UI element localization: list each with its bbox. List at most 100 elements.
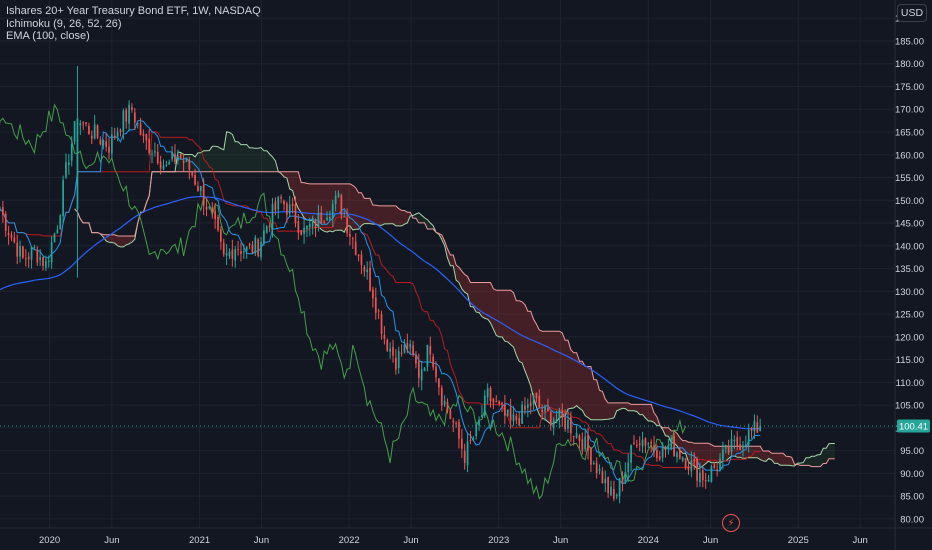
- candle-body: [739, 444, 741, 450]
- conversion-line: [0, 120, 761, 485]
- cloud-segment: [665, 427, 669, 437]
- cloud-segment: [699, 443, 703, 469]
- x-tick-label: Jun: [254, 535, 269, 546]
- candle-body: [225, 253, 228, 256]
- cloud-segment: [513, 292, 517, 355]
- cloud-segment: [823, 448, 827, 464]
- candle-body: [260, 241, 262, 258]
- cloud-segment: [306, 183, 310, 221]
- cloud-segment: [229, 132, 233, 172]
- price-axis[interactable]: 80.0085.0090.0095.00100.00105.00110.0011…: [894, 0, 924, 550]
- candle-body: [283, 200, 285, 205]
- time-axis[interactable]: 2020 Jun 2021 Jun 2022 Jun 2023 Jun 2024 Jun 2025 J…: [0, 527, 932, 546]
- cloud-segment: [309, 183, 313, 221]
- candle-body: [386, 339, 389, 351]
- candle-body: [701, 470, 704, 481]
- cloud-segment: [593, 379, 597, 420]
- flash-icon[interactable]: ⚡: [722, 514, 740, 532]
- candle-body: [194, 174, 196, 185]
- cloud-segment: [197, 152, 201, 172]
- cloud-segment: [639, 404, 643, 415]
- cloud-segment: [817, 454, 821, 467]
- cloud-segment: [711, 444, 715, 463]
- cloud-segment: [507, 290, 511, 345]
- cloud-segment: [576, 352, 580, 409]
- y-tick-label: 120.00: [895, 332, 924, 343]
- candle-body: [53, 233, 56, 243]
- cloud-segment: [241, 144, 244, 172]
- cloud-segment: [126, 236, 130, 245]
- candle-body: [199, 186, 202, 191]
- y-tick-label: 175.00: [895, 82, 924, 93]
- y-tick-label: 105.00: [895, 401, 924, 412]
- currency-selector[interactable]: USD: [897, 4, 927, 22]
- candle-body: [449, 410, 452, 419]
- cloud-segment: [608, 402, 611, 420]
- ema-legend[interactable]: EMA (100, close): [6, 30, 90, 42]
- cloud-segment: [350, 183, 353, 230]
- candle-body: [82, 122, 85, 124]
- cloud-segment: [579, 361, 583, 411]
- candle-body: [113, 135, 116, 138]
- cloud-segment: [215, 146, 218, 172]
- candle-body: [544, 406, 546, 412]
- cloud-segment: [258, 147, 261, 172]
- cloud-segment: [811, 456, 815, 467]
- cloud-segment: [450, 255, 454, 266]
- cloud-segment: [611, 402, 614, 419]
- candle-body: [610, 486, 612, 496]
- candle-body: [268, 226, 271, 228]
- candle-body: [277, 197, 280, 210]
- candle-body: [627, 462, 630, 473]
- candle-body: [47, 260, 50, 262]
- cloud-segment: [588, 366, 591, 420]
- cloud-segment: [447, 248, 451, 266]
- cloud-segment: [705, 443, 709, 464]
- candle-body: [254, 237, 257, 254]
- candle-body: [601, 471, 604, 484]
- chart-legend: Ishares 20+ Year Treasury Bond ETF, 1W, …: [6, 5, 261, 43]
- cloud-segment: [702, 443, 706, 466]
- candle-body: [174, 153, 176, 162]
- candle-body: [578, 435, 581, 441]
- candle-body: [733, 439, 736, 442]
- cloud-segment: [117, 235, 121, 247]
- symbol-title[interactable]: Ishares 20+ Year Treasury Bond ETF, 1W, …: [6, 5, 261, 17]
- cloud-segment: [467, 276, 471, 307]
- x-tick-label: 2020: [39, 535, 60, 546]
- candle-body: [182, 160, 185, 163]
- candle-body: [7, 232, 10, 236]
- candle-body: [538, 395, 541, 408]
- cloud-segment: [536, 324, 540, 415]
- candle-body: [220, 229, 222, 242]
- candle-body: [469, 440, 472, 442]
- candle-body: [245, 246, 248, 251]
- candle-body: [159, 161, 162, 169]
- candle-body: [742, 445, 744, 449]
- cloud-segment: [393, 205, 396, 226]
- cloud-segment: [651, 404, 654, 423]
- candle-body: [644, 438, 647, 446]
- candle-body: [613, 489, 615, 499]
- cloud-segment: [553, 331, 557, 424]
- cloud-segment: [263, 150, 267, 172]
- candle-body: [443, 400, 446, 405]
- cloud-segment: [763, 451, 766, 462]
- candle-body: [136, 123, 139, 125]
- candle-body: [162, 165, 165, 170]
- candle-body: [587, 434, 589, 451]
- ichimoku-legend[interactable]: Ichimoku (9, 26, 52, 26): [6, 17, 122, 30]
- cloud-segment: [527, 311, 531, 386]
- candle-body: [374, 297, 377, 313]
- candle-body: [102, 140, 105, 146]
- candle-body: [349, 233, 351, 237]
- candle-body: [334, 195, 337, 204]
- candle-body: [248, 243, 251, 245]
- y-tick-label: 165.00: [895, 128, 924, 139]
- cloud-segment: [634, 404, 637, 412]
- candle-body: [549, 412, 552, 426]
- candle-body: [340, 195, 343, 216]
- candle-body: [406, 342, 409, 350]
- candle-body: [595, 462, 598, 474]
